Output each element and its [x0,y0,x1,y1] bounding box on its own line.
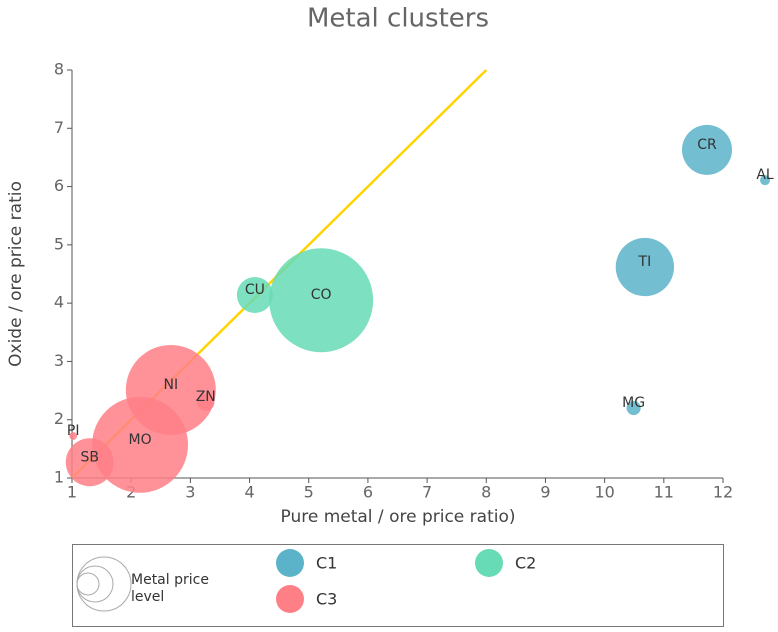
bubble-label: MO [129,432,152,448]
size-legend-label: Metal price [131,572,209,588]
bubble-label: PI [67,423,80,439]
bubble-label: ZN [196,389,216,405]
bubble-label: CR [697,137,717,153]
y-tick-label: 3 [54,351,64,370]
legend-marker [276,585,304,613]
bubble [269,248,374,353]
x-tick-label: 11 [654,483,674,502]
x-tick-label: 8 [481,483,491,502]
x-tick-label: 12 [713,483,733,502]
x-tick-label: 4 [244,483,254,502]
bubble-label: NI [164,377,179,393]
size-legend-label: level [131,589,164,605]
x-tick-label: 6 [363,483,373,502]
x-tick-label: 2 [126,483,136,502]
y-tick-label: 1 [54,468,64,487]
bubble-label: CU [245,282,265,298]
y-tick-label: 5 [54,234,64,253]
legend-box [72,544,724,627]
x-tick-label: 1 [67,483,77,502]
size-legend-icon [76,556,132,612]
x-tick-label: 9 [540,483,550,502]
bubble [760,175,771,186]
bubble [65,438,114,487]
bubble-label: TI [638,254,652,270]
bubble [682,124,733,175]
legend-marker [475,549,503,577]
legend-label: C1 [316,554,337,573]
bubble [197,393,215,411]
y-tick-label: 4 [54,293,64,312]
legend-label: C2 [515,554,536,573]
legend-marker [276,549,304,577]
y-tick-label: 6 [54,176,64,195]
y-axis-title: Oxide / ore price ratio [6,181,26,367]
chart-title: Metal clusters [307,4,489,34]
bubble-label: CO [311,287,332,303]
x-tick-label: 10 [594,483,614,502]
bubble [626,400,641,416]
y-tick-label: 8 [54,60,64,79]
x-tick-label: 3 [185,483,195,502]
y-tick-label: 2 [54,409,64,428]
bubble-label: SB [81,449,100,465]
bubble [92,396,189,493]
legend-label: C3 [316,590,337,609]
y-tick-label: 7 [54,118,64,137]
x-axis-title: Pure metal / ore price ratio) [281,507,516,527]
bubble-label: MG [622,395,645,411]
bubble [69,432,78,440]
bubble [615,237,675,297]
x-tick-label: 5 [304,483,314,502]
x-tick-label: 7 [422,483,432,502]
bubble-label: AL [756,167,774,183]
bubble [236,276,273,314]
